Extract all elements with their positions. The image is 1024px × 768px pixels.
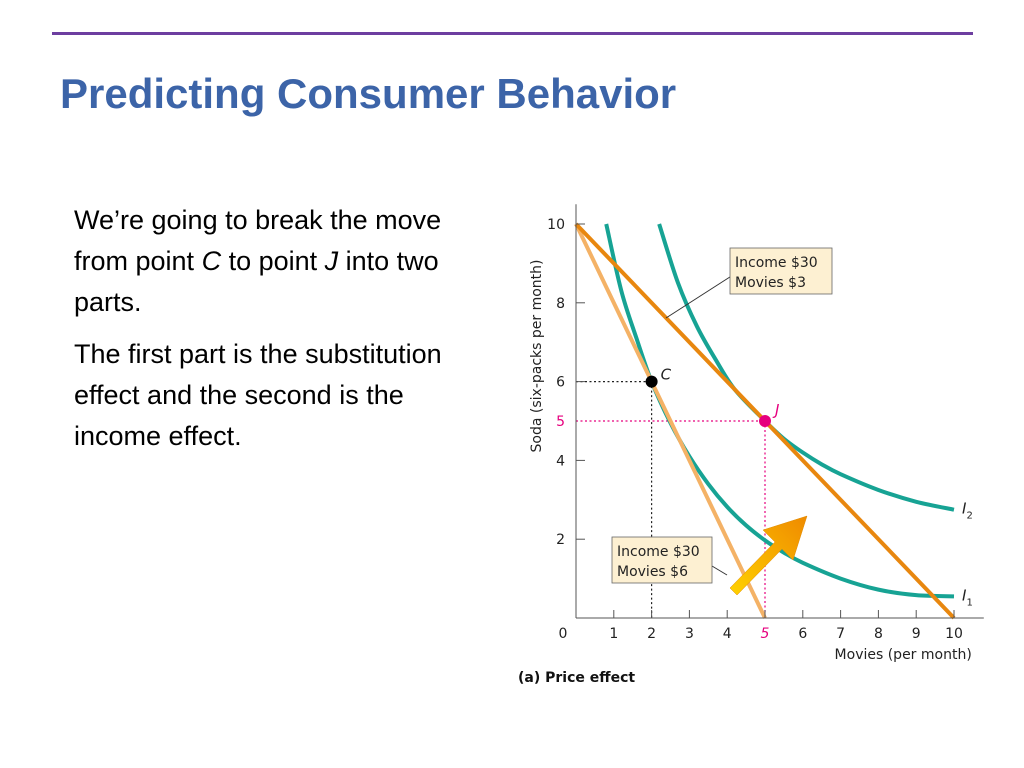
slide-title: Predicting Consumer Behavior — [60, 70, 677, 117]
label-box-old-line2: Movies $6 — [617, 564, 688, 580]
x-tick-label-8: 8 — [874, 626, 883, 642]
label-box-new-line1: Income $30 — [735, 255, 818, 271]
y-tick-label-5: 5 — [556, 414, 565, 430]
label-box-new-line2: Movies $3 — [735, 275, 806, 291]
x-tick-label-3: 3 — [685, 626, 694, 642]
x-tick-label-6: 6 — [798, 626, 807, 642]
paragraph-1: We’re going to break the move from point… — [74, 200, 474, 323]
point-c-label: C — [201, 246, 222, 276]
point-j-label: J — [324, 246, 339, 276]
y-tick-label-4: 4 — [556, 453, 565, 469]
x-tick-label-0: 0 — [559, 626, 568, 642]
label-box-old-line1: Income $30 — [617, 544, 700, 560]
label-box-new — [729, 247, 833, 295]
paragraph-1-part-b: to point — [221, 246, 325, 276]
paragraph-1-part-a: We’re going to break the move from point — [74, 205, 442, 276]
x-axis-label: Movies (per month) — [835, 647, 972, 663]
point-j-label: J — [772, 401, 779, 419]
x-tick-label-7: 7 — [836, 626, 845, 642]
shift-arrow — [729, 515, 808, 596]
x-tick-label-5: 5 — [761, 626, 770, 642]
chart-caption: (a) Price effect — [518, 670, 635, 686]
x-tick-label-10: 10 — [945, 626, 963, 642]
x-tick-label-9: 9 — [912, 626, 921, 642]
slide-body: We’re going to break the move from point… — [74, 200, 474, 468]
budget-line-old — [574, 223, 767, 619]
point-c-label: C — [661, 366, 672, 384]
label-box-old-leader — [711, 565, 728, 576]
x-tick-label-4: 4 — [723, 626, 732, 642]
title-rule — [52, 32, 973, 35]
paragraph-1-part-c: into two parts. — [74, 246, 439, 317]
paragraph-2: The first part is the substitution effec… — [74, 339, 442, 451]
label-box-old — [611, 536, 713, 584]
curve-label-I1: I1 — [962, 586, 973, 608]
y-tick-label-10: 10 — [547, 217, 565, 233]
y-tick-label-2: 2 — [556, 532, 565, 548]
indifference-curve-I1 — [604, 223, 955, 599]
point-c — [645, 375, 658, 388]
label-box-new-leader — [665, 274, 734, 319]
x-tick-label-2: 2 — [647, 626, 656, 642]
price-effect-chart: 0 1 2 3 4 5 6 7 8 9 10 2 4 5 6 8 10 Movies (per month) Sod… — [518, 204, 984, 686]
y-tick-label-8: 8 — [556, 296, 565, 312]
curve-label-I2: I2 — [962, 500, 973, 522]
y-axis-label: Soda (six-packs per month) — [529, 259, 545, 452]
point-j — [759, 415, 771, 427]
y-tick-label-6: 6 — [556, 375, 565, 391]
x-tick-label-1: 1 — [609, 626, 618, 642]
